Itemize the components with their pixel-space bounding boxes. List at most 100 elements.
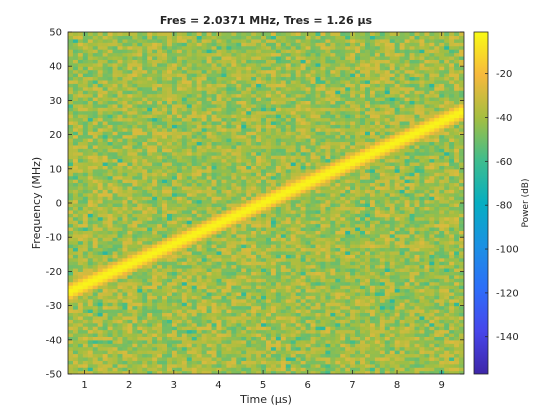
heatmap-cell [300, 367, 307, 372]
heatmap-cell [117, 69, 124, 74]
heatmap-cell [285, 161, 292, 166]
heatmap-cell [216, 356, 223, 361]
heatmap-cell [216, 155, 223, 160]
heatmap-cell [310, 339, 317, 344]
heatmap-cell [236, 223, 242, 228]
heatmap-cell [191, 356, 198, 361]
heatmap-cell [72, 42, 79, 47]
heatmap-cell [152, 336, 158, 341]
heatmap-cell [275, 114, 282, 119]
heatmap-cell [77, 114, 84, 119]
heatmap-cell [92, 196, 99, 201]
heatmap-cell [87, 274, 94, 279]
heatmap-cell [171, 66, 178, 71]
heatmap-cell [112, 148, 119, 153]
heatmap-cell [72, 69, 79, 74]
heatmap-cell [236, 206, 242, 211]
heatmap-cell [107, 79, 114, 84]
heatmap-cell [236, 110, 242, 115]
heatmap-cell [72, 257, 79, 262]
heatmap-cell [127, 326, 133, 331]
heatmap-cell [206, 86, 213, 91]
heatmap-cell [300, 73, 307, 78]
heatmap-cell [68, 261, 74, 266]
heatmap-cell [162, 237, 168, 242]
heatmap-cell [82, 298, 89, 303]
heatmap-cell [181, 250, 188, 255]
heatmap-cell [122, 247, 128, 252]
heatmap-cell [181, 161, 188, 166]
heatmap-cell [201, 144, 208, 149]
heatmap-cell [107, 274, 114, 279]
heatmap-cell [206, 203, 213, 208]
heatmap-cell [201, 367, 208, 372]
heatmap-cell [266, 96, 272, 101]
heatmap-cell [68, 315, 74, 320]
heatmap-cell [147, 203, 153, 208]
heatmap-cell [72, 124, 79, 129]
heatmap-cell [68, 86, 74, 91]
heatmap-cell [82, 322, 89, 327]
heatmap-cell [162, 220, 168, 225]
heatmap-cell [201, 117, 208, 122]
heatmap-cell [97, 206, 104, 211]
heatmap-cell [251, 367, 257, 372]
heatmap-cell [206, 196, 213, 201]
heatmap-cell [176, 151, 183, 156]
heatmap-cell [181, 329, 188, 334]
heatmap-cell [142, 339, 148, 344]
heatmap-cell [87, 151, 94, 156]
heatmap-cell [92, 69, 99, 74]
heatmap-cell [107, 281, 114, 286]
heatmap-cell [142, 370, 148, 374]
heatmap-cell [167, 93, 173, 98]
heatmap-cell [77, 223, 84, 228]
heatmap-cell [280, 343, 287, 348]
heatmap-cell [256, 165, 262, 170]
heatmap-cell [107, 302, 114, 307]
heatmap-cell [310, 114, 317, 119]
heatmap-cell [132, 148, 138, 153]
heatmap-cell [127, 274, 133, 279]
heatmap-cell [280, 309, 287, 314]
heatmap-cell [241, 343, 247, 348]
heatmap-cell [261, 199, 267, 204]
heatmap-cell [196, 274, 203, 279]
heatmap-cell [117, 32, 124, 37]
heatmap-cell [147, 131, 153, 136]
heatmap-cell [176, 356, 183, 361]
heatmap-cell [270, 179, 277, 184]
heatmap-cell [285, 206, 292, 211]
heatmap-cell [246, 305, 252, 310]
heatmap-cell [107, 66, 114, 71]
heatmap-cell [137, 90, 143, 95]
heatmap-cell [285, 343, 292, 348]
heatmap-cell [236, 59, 242, 64]
heatmap-cell [310, 240, 317, 245]
heatmap-cell [191, 230, 198, 235]
heatmap-cell [261, 353, 267, 358]
heatmap-cell [117, 182, 124, 187]
heatmap-cell [270, 59, 277, 64]
heatmap-cell [285, 114, 292, 119]
heatmap-cell [226, 312, 232, 317]
heatmap-cell [270, 326, 277, 331]
heatmap-cell [142, 350, 148, 355]
heatmap-cell [236, 134, 242, 139]
heatmap-cell [117, 291, 124, 296]
heatmap-cell [122, 370, 128, 374]
heatmap-cell [77, 86, 84, 91]
heatmap-cell [137, 244, 143, 249]
heatmap-cell [231, 339, 237, 344]
heatmap-cell [221, 55, 227, 60]
heatmap-cell [181, 158, 188, 163]
heatmap-cell [251, 172, 257, 177]
heatmap-cell [196, 66, 203, 71]
heatmap-cell [152, 100, 158, 105]
heatmap-cell [127, 367, 133, 372]
heatmap-cell [82, 117, 89, 122]
heatmap-cell [236, 339, 242, 344]
heatmap-cell [137, 274, 143, 279]
heatmap-cell [132, 124, 138, 129]
heatmap-cell [196, 302, 203, 307]
